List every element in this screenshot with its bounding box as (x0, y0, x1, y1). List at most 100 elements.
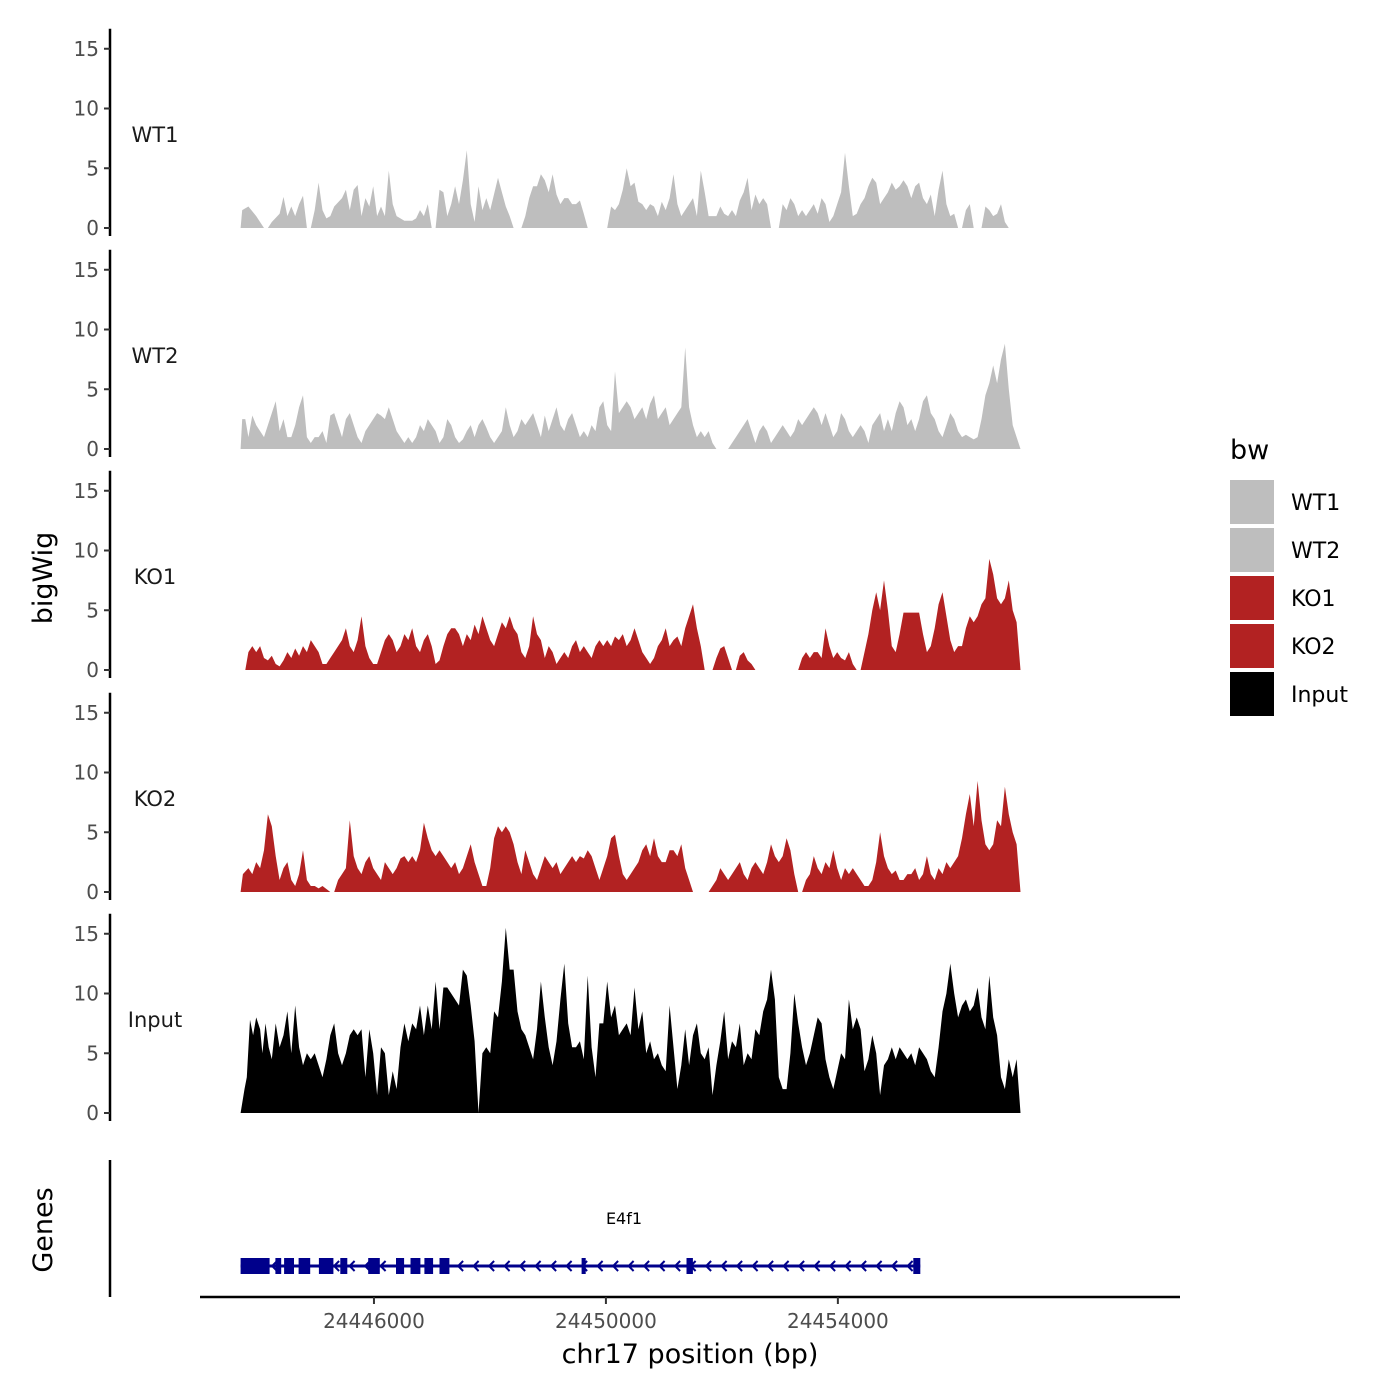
exon (396, 1258, 405, 1274)
y-tick-label: 10 (74, 318, 99, 342)
gene-panel: E4f1 (108, 1160, 921, 1297)
y-tick-label: 15 (74, 258, 99, 282)
legend-swatch (1230, 528, 1274, 572)
gene-e4f1: E4f1 (240, 1209, 921, 1274)
strand-arrow (565, 1260, 573, 1272)
y-tick-label: 0 (86, 658, 99, 682)
exon (298, 1258, 311, 1274)
legend-swatch (1230, 576, 1274, 620)
track-wt1: 0 5 10 15 (74, 28, 1021, 240)
track-wt2: 0 5 10 15 (74, 249, 1021, 461)
area-input (240, 927, 1021, 1113)
strand-arrow (766, 1260, 774, 1272)
legend-swatch (1230, 480, 1274, 524)
strand-arrow (332, 1260, 340, 1272)
track-label-input: Input (128, 1008, 182, 1032)
legend-item-ko2: KO2 (1230, 624, 1336, 668)
legend-item-wt1: WT1 (1230, 480, 1340, 524)
strand-arrow (642, 1260, 650, 1272)
area-ko2 (240, 780, 1021, 892)
y-axis-title: bigWig (28, 532, 59, 625)
strand-arrow (472, 1260, 480, 1272)
strand-arrow (534, 1260, 542, 1272)
legend-label: KO2 (1291, 635, 1336, 660)
track-labels: WT1 WT2 KO1 KO2 Input (128, 123, 182, 1032)
exon (275, 1258, 282, 1274)
strand-arrow (456, 1260, 464, 1272)
y-tick-label: 10 (74, 761, 99, 785)
y-tick-label: 0 (86, 437, 99, 461)
strand-arrow (906, 1260, 914, 1272)
x-tick-label: 24454000 (787, 1309, 889, 1333)
y-tick-label: 5 (86, 1041, 99, 1065)
y-tick-label: 5 (86, 377, 99, 401)
strand-arrow (596, 1260, 604, 1272)
strand-arrow (797, 1260, 805, 1272)
legend-item-input: Input (1230, 672, 1348, 716)
strand-arrow (720, 1260, 728, 1272)
strand-arrow (751, 1260, 759, 1272)
x-tick-label: 24446000 (323, 1309, 425, 1333)
x-axis-title: chr17 position (bp) (562, 1339, 819, 1370)
exon (284, 1258, 294, 1274)
area-wt1 (240, 150, 1021, 228)
legend-label: KO1 (1291, 587, 1336, 612)
strand-arrow (673, 1260, 681, 1272)
y-tick-label: 5 (86, 156, 99, 180)
exon (581, 1258, 586, 1274)
strand-arrow (813, 1260, 821, 1272)
strand-arrow (875, 1260, 883, 1272)
gene-label: E4f1 (606, 1209, 642, 1228)
track-label-wt1: WT1 (132, 123, 179, 147)
exon (368, 1258, 380, 1274)
legend: bw WT1 WT2 KO1 KO2 Input (1230, 435, 1348, 716)
strand-arrow (487, 1260, 495, 1272)
y-tick-label: 0 (86, 880, 99, 904)
y-tick-label: 5 (86, 598, 99, 622)
legend-label: WT2 (1291, 539, 1340, 564)
genes-panel-title: Genes (28, 1187, 59, 1272)
strand-arrow (844, 1260, 852, 1272)
exon (913, 1258, 921, 1274)
strand-arrow (518, 1260, 526, 1272)
legend-label: WT1 (1291, 491, 1340, 516)
track-ko2: 0 5 10 15 (74, 692, 1021, 904)
legend-item-ko1: KO1 (1230, 576, 1336, 620)
track-label-ko2: KO2 (134, 787, 177, 811)
area-ko1 (245, 558, 1021, 670)
y-tick-label: 10 (74, 982, 99, 1006)
y-tick-label: 15 (74, 701, 99, 725)
exon (424, 1258, 434, 1274)
strand-arrow (611, 1260, 619, 1272)
x-axis: 24446000 24450000 24454000 (200, 1295, 1180, 1333)
exon (686, 1258, 693, 1274)
y-tick-label: 0 (86, 216, 99, 240)
exon (240, 1258, 270, 1274)
strand-arrow (782, 1260, 790, 1272)
y-tick-label: 15 (74, 922, 99, 946)
strand-arrow (627, 1260, 635, 1272)
legend-title: bw (1230, 435, 1269, 466)
x-tick-label: 24450000 (555, 1309, 657, 1333)
exon (410, 1258, 421, 1274)
track-label-ko1: KO1 (134, 565, 177, 589)
legend-swatch (1230, 672, 1274, 716)
strand-arrow (890, 1260, 898, 1272)
y-tick-label: 0 (86, 1101, 99, 1125)
strand-arrow (379, 1260, 387, 1272)
strand-arrow (828, 1260, 836, 1272)
y-tick-label: 15 (74, 479, 99, 503)
strand-arrow (348, 1260, 356, 1272)
y-tick-label: 5 (86, 820, 99, 844)
area-wt2 (240, 343, 1021, 449)
strand-arrow (549, 1260, 557, 1272)
legend-swatch (1230, 624, 1274, 668)
exon (340, 1258, 348, 1274)
strand-arrow (735, 1260, 743, 1272)
exon (318, 1258, 334, 1274)
strand-arrow (859, 1260, 867, 1272)
y-tick-label: 10 (74, 539, 99, 563)
track-ko1: 0 5 10 15 (74, 470, 1021, 682)
y-tick-label: 15 (74, 37, 99, 61)
